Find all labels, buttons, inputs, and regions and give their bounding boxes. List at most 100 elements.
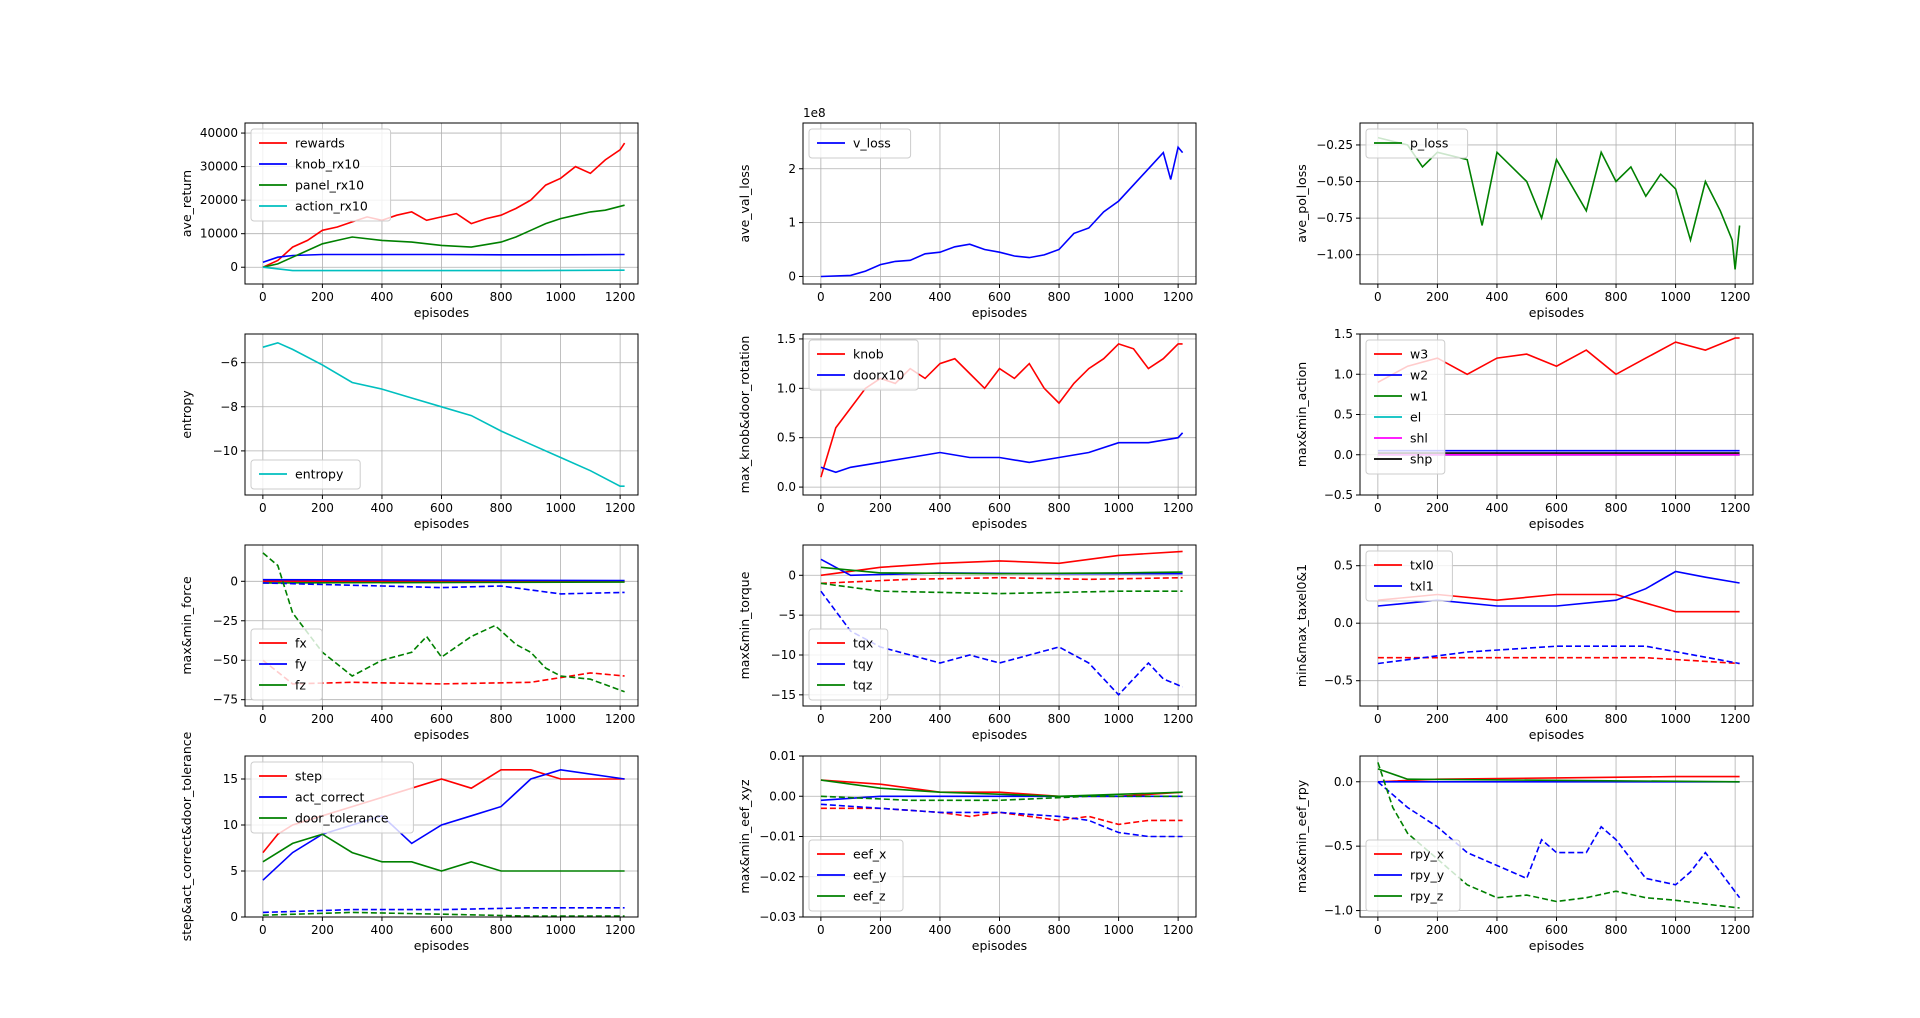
chart-panel-6: 0 200 400 600 800 1000 1200 −0.5 0.0 0.5 1.0 1.5 epi… [1294,327,1754,531]
legend-label: rpy_x [1410,847,1444,862]
x-axis-label: episodes [414,727,469,742]
x-axis-label: episodes [1529,516,1584,531]
x-tick-label: 800 [1048,290,1071,304]
y-axis-label: max&min_eef_rpy [1294,779,1309,893]
series-line-tqy-min [820,590,1183,696]
x-tick-label: 1200 [1720,290,1751,304]
y-tick-label: 40000 [200,126,238,140]
x-tick-label: 200 [311,501,334,515]
x-tick-label: 1000 [1660,501,1691,515]
x-tick-label: 0 [1374,290,1382,304]
series-line-tqz [820,566,1183,575]
x-tick-label: 1200 [605,712,636,726]
x-tick-label: 400 [929,712,952,726]
y-tick-label: 10000 [200,227,238,241]
legend: step act_correct door_tolerance [250,761,414,834]
legend-label: w1 [1410,389,1428,404]
y-tick-label: −0.01 [759,830,796,844]
legend-label: tqy [853,657,874,672]
x-tick-label: 1000 [1103,501,1134,515]
x-axis-label: episodes [414,305,469,320]
series-line-v-loss [820,145,1184,278]
x-tick-label: 0 [259,712,267,726]
legend-box [1365,839,1461,912]
y-tick-label: 0.0 [1334,616,1353,630]
x-tick-label: 0 [817,712,825,726]
x-tick-label: 200 [1426,501,1449,515]
y-tick-label: −0.50 [1316,175,1353,189]
y-tick-label: −10 [771,648,796,662]
series-line-eef-z-min [820,795,1183,802]
x-tick-label: 800 [490,712,513,726]
x-tick-label: 600 [988,501,1011,515]
series-line-act-correct [262,768,625,881]
x-tick-label: 0 [1374,923,1382,937]
x-tick-label: 400 [371,712,394,726]
series-line-entropy [262,341,625,487]
y-axis-label: max&min_eef_xyz [737,779,752,894]
legend-label: w2 [1410,368,1428,383]
x-tick-label: 0 [817,923,825,937]
y-tick-label: −75 [213,693,238,707]
legend-label: knob [853,347,884,362]
legend-label: rpy_y [1410,868,1445,883]
legend: fx fy fz [250,628,323,701]
x-tick-label: 600 [430,712,453,726]
y-tick-label: 0.00 [769,789,796,803]
legend-label: fx [295,636,307,651]
legend-box [250,128,392,222]
x-tick-label: 1200 [1720,712,1751,726]
legend-label: doorx10 [853,368,904,383]
y-tick-label: 1 [788,216,796,230]
series-line-action-rx10 [262,266,625,272]
series-line-rewards [262,142,626,268]
y-tick-label: −0.02 [759,870,796,884]
y-tick-label: 20000 [200,193,238,207]
x-tick-label: 1200 [1720,501,1751,515]
series-line-fy-min [262,582,625,595]
legend-box [808,339,919,391]
x-tick-label: 400 [371,290,394,304]
x-tick-label: 0 [259,501,267,515]
series-line-door-tolerance [262,833,625,872]
y-tick-label: 5 [230,864,238,878]
x-axis-label: episodes [972,938,1027,953]
x-tick-label: 800 [1605,923,1628,937]
y-tick-label: 0.0 [777,480,796,494]
x-tick-label: 800 [490,290,513,304]
x-tick-label: 600 [1545,290,1568,304]
legend: w3 w2 w1 el shl shp [1365,339,1446,475]
chart-panel-7: 0 200 400 600 800 1000 1200 −75 −50 −25 0 episodes m… [179,544,639,742]
x-tick-label: 200 [311,712,334,726]
legend-label: shl [1410,431,1428,446]
legend-label: el [1410,410,1421,425]
y-tick-label: −0.03 [759,910,796,924]
legend-label: step [295,769,322,784]
x-tick-label: 800 [490,923,513,937]
chart-panel-10: 0 200 400 600 800 1000 1200 0 5 10 15 episodes step&… [179,731,639,953]
legend-box [1365,128,1469,159]
legend-label: tqz [853,678,873,693]
legend: entropy [250,459,361,490]
legend-label: action_rx10 [295,199,368,214]
x-tick-label: 400 [929,501,952,515]
y-tick-label: −0.25 [1316,138,1353,152]
legend-label: shp [1410,452,1432,467]
chart-panel-12: 0 200 400 600 800 1000 1200 −1.0 −0.5 0.0 episodes… [1294,755,1754,953]
x-tick-label: 600 [988,923,1011,937]
x-tick-label: 400 [371,501,394,515]
x-tick-label: 1000 [1103,290,1134,304]
y-tick-label: 0.01 [769,749,796,763]
x-tick-label: 800 [1605,712,1628,726]
x-tick-label: 400 [1486,923,1509,937]
x-axis-label: episodes [414,938,469,953]
x-tick-label: 600 [988,712,1011,726]
y-tick-label: 1.0 [777,381,796,395]
y-axis-label: max_knob&door_rotation [737,336,752,494]
legend-label: p_loss [1410,136,1448,151]
x-tick-label: 400 [929,923,952,937]
y-tick-label: 0 [788,269,796,283]
legend-label: act_correct [295,790,365,805]
legend-label: door_tolerance [295,811,389,826]
legend: rpy_x rpy_y rpy_z [1365,839,1461,912]
